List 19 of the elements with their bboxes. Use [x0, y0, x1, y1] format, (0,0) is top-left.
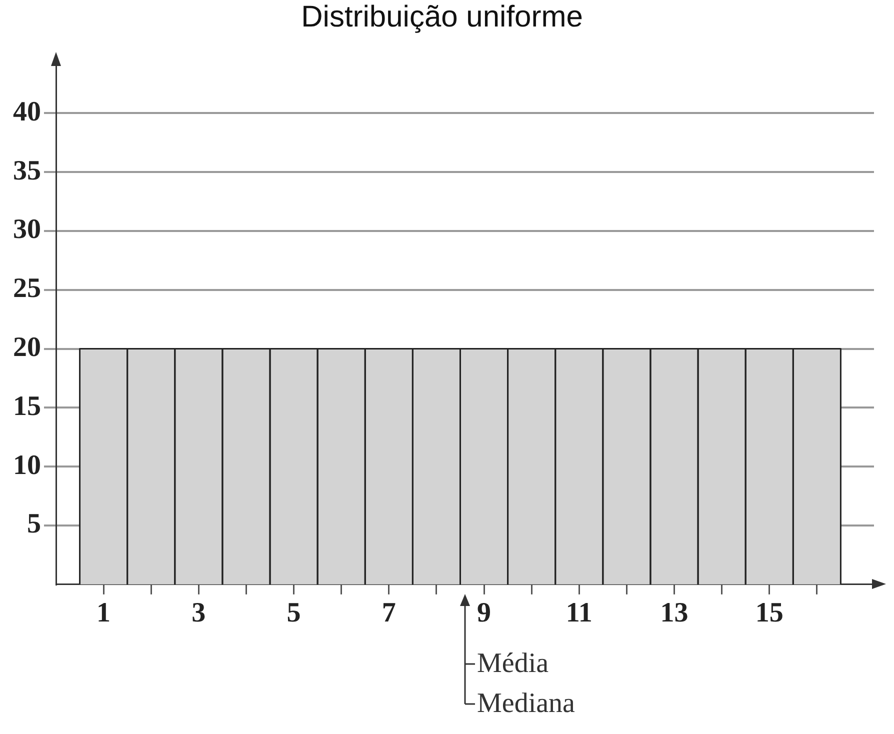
text: Média	[477, 648, 549, 680]
x-tick-label: 15	[755, 597, 784, 628]
y-tick-label: 30	[13, 214, 41, 246]
y-tick-label: 20	[13, 332, 41, 363]
y-tick-label: 35	[13, 155, 41, 186]
x-tick-label: 5	[286, 597, 301, 628]
y-tick-label: 5	[27, 508, 41, 540]
y-tick-label: 10	[13, 450, 41, 481]
text: Mediana	[477, 688, 575, 720]
x-tick-label: 1	[96, 597, 111, 628]
x-tick-label: 13	[660, 597, 688, 628]
x-tick-label: 7	[382, 597, 396, 628]
x-tick-label: 11	[566, 597, 592, 628]
chart-title: Distribuição uniforme	[301, 0, 583, 34]
y-tick-label: 25	[13, 273, 41, 304]
y-tick-label: 40	[13, 96, 41, 128]
y-tick-label: 15	[13, 390, 41, 422]
x-tick-label: 3	[192, 597, 206, 628]
x-tick-label: 9	[477, 597, 492, 628]
